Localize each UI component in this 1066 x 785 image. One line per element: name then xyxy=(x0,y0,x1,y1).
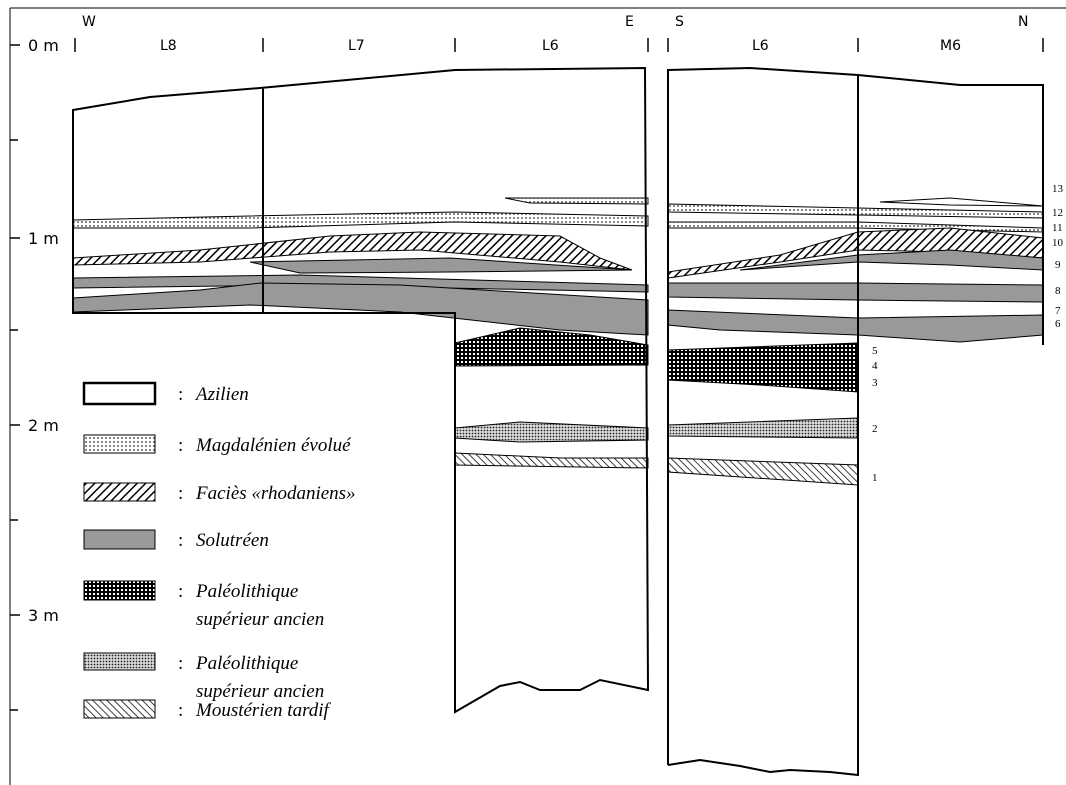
layer-number: 11 xyxy=(1052,222,1063,234)
depth-label: 2 m xyxy=(28,416,59,435)
legend-separator: : xyxy=(178,435,183,456)
layer-number: 13 xyxy=(1052,183,1064,195)
direction: N xyxy=(1018,14,1028,30)
legend: : : : : : : : Azilien Magdalénien évolué… xyxy=(84,383,356,721)
legend-separator: : xyxy=(178,384,183,405)
layer-number: 6 xyxy=(1055,318,1061,330)
layer-number: 7 xyxy=(1055,305,1061,317)
legend-label: Moustérien tardif xyxy=(195,700,332,721)
depth-label: 3 m xyxy=(28,606,59,625)
layer-number: 1 xyxy=(872,472,878,484)
legend-separator: : xyxy=(178,530,183,551)
legend-label: Paléolithique xyxy=(195,653,298,674)
direction: E xyxy=(625,14,634,30)
square-label: L7 xyxy=(348,38,365,54)
stratigraphic-section: 0 m 1 m 2 m 3 m W E S N L8 L7 L6 L6 M6 1… xyxy=(0,0,1066,785)
layer-number: 4 xyxy=(872,360,878,372)
section-left xyxy=(73,68,648,712)
layer-number: 8 xyxy=(1055,285,1061,297)
layer-number: 9 xyxy=(1055,259,1061,271)
legend-label: Paléolithique xyxy=(195,581,298,602)
legend-separator: : xyxy=(178,653,183,674)
depth-labels: 0 m 1 m 2 m 3 m xyxy=(28,36,59,625)
section-right xyxy=(668,68,1043,775)
direction: W xyxy=(82,14,96,30)
layer-number: 5 xyxy=(872,345,878,357)
legend-label: Faciès «rhodaniens» xyxy=(195,483,356,504)
layer-number: 10 xyxy=(1052,237,1064,249)
square-label: L6 xyxy=(542,38,559,54)
legend-label: Azilien xyxy=(194,384,249,405)
legend-label: supérieur ancien xyxy=(196,609,324,630)
layer-number: 2 xyxy=(872,423,878,435)
square-label: M6 xyxy=(940,38,961,54)
layer-number: 12 xyxy=(1052,207,1063,219)
orientation: W E S N L8 L7 L6 L6 M6 xyxy=(82,14,1028,54)
direction: S xyxy=(675,14,684,30)
square-label: L6 xyxy=(752,38,769,54)
square-label: L8 xyxy=(160,38,177,54)
legend-label: supérieur ancien xyxy=(196,681,324,702)
layer-number: 3 xyxy=(872,377,878,389)
legend-label: Magdalénien évolué xyxy=(195,435,352,456)
legend-separator: : xyxy=(178,700,183,721)
legend-label: Solutréen xyxy=(196,530,269,551)
depth-label: 1 m xyxy=(28,229,59,248)
depth-label: 0 m xyxy=(28,36,59,55)
legend-separator: : xyxy=(178,483,183,504)
legend-separator: : xyxy=(178,581,183,602)
